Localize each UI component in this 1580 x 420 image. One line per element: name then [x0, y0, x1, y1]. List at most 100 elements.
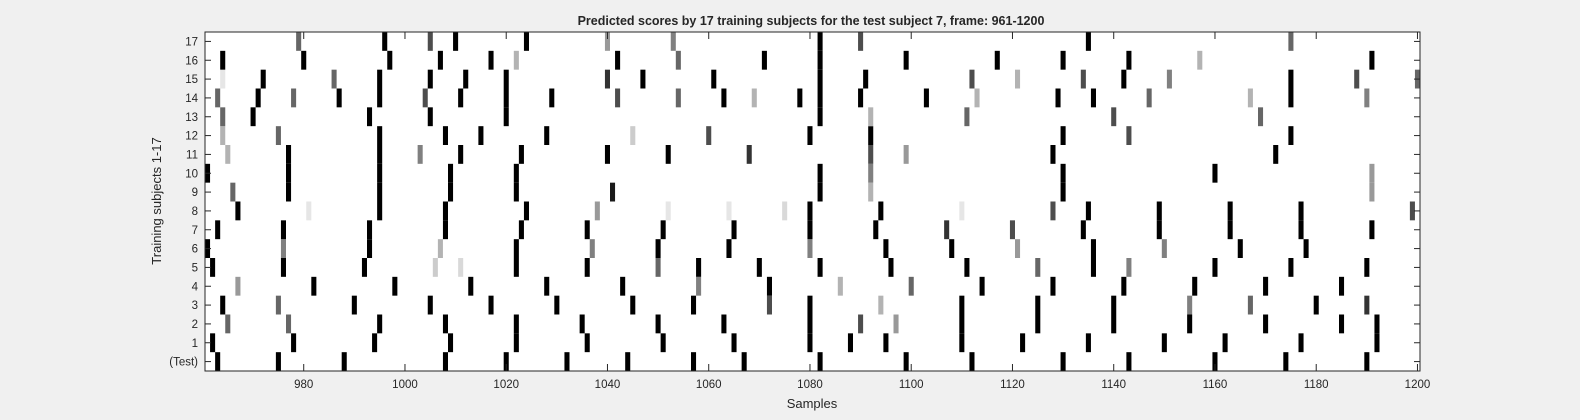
- heatmap-cell: [453, 32, 459, 51]
- heatmap-cell: [296, 32, 302, 51]
- y-tick-label: 3: [192, 300, 198, 312]
- heatmap-cell: [1192, 276, 1198, 296]
- chart-title: Predicted scores by 17 training subjects…: [578, 14, 1045, 28]
- heatmap-cell: [858, 88, 864, 108]
- heatmap-cell: [1364, 295, 1370, 315]
- heatmap-cell: [959, 201, 965, 221]
- y-tick-label: 4: [192, 281, 199, 293]
- heatmap-cell: [1085, 201, 1091, 221]
- heatmap-cell: [367, 239, 373, 258]
- heatmap-cell: [1247, 88, 1253, 108]
- heatmap-cell: [797, 88, 803, 108]
- y-tick-label: 6: [192, 244, 198, 256]
- y-tick-label: 1: [192, 338, 198, 350]
- heatmap-cell: [1035, 314, 1041, 334]
- heatmap-cell: [1247, 295, 1253, 315]
- heatmap-cell: [255, 88, 261, 108]
- heatmap-cell: [1313, 295, 1319, 315]
- heatmap-cell: [969, 352, 975, 371]
- heatmap-cell: [1298, 220, 1304, 240]
- heatmap-cell: [868, 182, 874, 202]
- heatmap-cell: [1126, 352, 1132, 371]
- y-tick-label: 14: [185, 93, 198, 105]
- heatmap-cell: [286, 163, 292, 183]
- heatmap-cell: [625, 352, 631, 371]
- x-tick-label: 1200: [1405, 379, 1431, 391]
- heatmap-cell: [291, 333, 297, 353]
- heatmap-cell: [1035, 295, 1041, 315]
- heatmap-cell: [503, 88, 509, 108]
- heatmap-cell: [377, 126, 383, 145]
- heatmap-cell: [817, 88, 823, 108]
- heatmap-cell: [432, 258, 438, 277]
- heatmap-cell: [448, 182, 454, 202]
- heatmap-cell: [250, 107, 256, 127]
- heatmap-cell: [1111, 314, 1117, 334]
- heatmap-cell: [817, 258, 823, 277]
- heatmap-cell: [751, 88, 757, 108]
- heatmap-cell: [655, 239, 661, 258]
- heatmap-cell: [863, 69, 869, 89]
- heatmap-cell: [974, 88, 980, 108]
- heatmap-cell: [766, 295, 772, 315]
- heatmap-cell: [949, 239, 955, 258]
- heatmap-cell: [1121, 276, 1127, 296]
- heatmap-cell: [351, 295, 357, 315]
- heatmap-cell: [837, 276, 843, 296]
- heatmap-cell: [964, 258, 970, 277]
- heatmap-cell: [1409, 201, 1415, 221]
- heatmap-cell: [468, 276, 474, 296]
- heatmap-cell: [442, 201, 448, 221]
- x-tick-label: 1040: [595, 379, 621, 391]
- heatmap-cell: [1263, 314, 1269, 334]
- heatmap-cell: [1212, 163, 1218, 183]
- heatmap-cell: [448, 333, 454, 353]
- heatmap-cell: [761, 50, 767, 70]
- heatmap-cell: [858, 314, 864, 334]
- heatmap-cell: [959, 295, 965, 315]
- heatmap-cell: [1369, 220, 1375, 240]
- heatmap-cell: [604, 69, 610, 89]
- x-tick-label: 1140: [1101, 379, 1126, 391]
- heatmap-cell: [554, 295, 560, 315]
- heatmap-cell: [620, 276, 626, 296]
- heatmap-cell: [1237, 239, 1243, 258]
- heatmap-cell: [336, 88, 342, 108]
- heatmap-cell: [1288, 258, 1294, 277]
- heatmap-cell: [544, 126, 550, 145]
- heatmap-cell: [220, 126, 226, 145]
- heatmap-cell: [1197, 50, 1203, 70]
- heatmap-cell: [225, 314, 231, 334]
- heatmap-cell: [1126, 126, 1132, 145]
- heatmap-cell: [437, 239, 443, 258]
- heatmap-cell: [1050, 145, 1056, 164]
- heatmap-cell: [1227, 201, 1233, 221]
- heatmap-cell: [1126, 50, 1132, 70]
- heatmap-cell: [523, 201, 529, 221]
- heatmap-cell: [675, 88, 681, 108]
- heatmap-cell: [1288, 126, 1294, 145]
- heatmap-cell: [280, 220, 286, 240]
- y-tick-label: 5: [192, 262, 198, 274]
- heatmap-cell: [1050, 201, 1056, 221]
- heatmap-cell: [908, 276, 914, 296]
- heatmap-cell: [903, 145, 909, 164]
- heatmap-cell: [1020, 333, 1026, 353]
- heatmap-cell: [377, 201, 383, 221]
- heatmap-cell: [665, 145, 671, 164]
- heatmap-cell: [235, 276, 241, 296]
- heatmap-cell: [1121, 69, 1127, 89]
- heatmap-cell: [382, 32, 388, 51]
- heatmap-cell: [301, 50, 307, 70]
- heatmap-cell: [448, 163, 454, 183]
- heatmap-cell: [458, 88, 464, 108]
- heatmap-cell: [1374, 314, 1380, 334]
- heatmap-cell: [746, 145, 752, 164]
- heatmap-cell: [377, 182, 383, 202]
- heatmap-cell: [594, 201, 600, 221]
- heatmap-cell: [1085, 32, 1091, 51]
- heatmap-cell: [1364, 258, 1370, 277]
- heatmap-cell: [1085, 333, 1091, 353]
- heatmap-cell: [721, 88, 727, 108]
